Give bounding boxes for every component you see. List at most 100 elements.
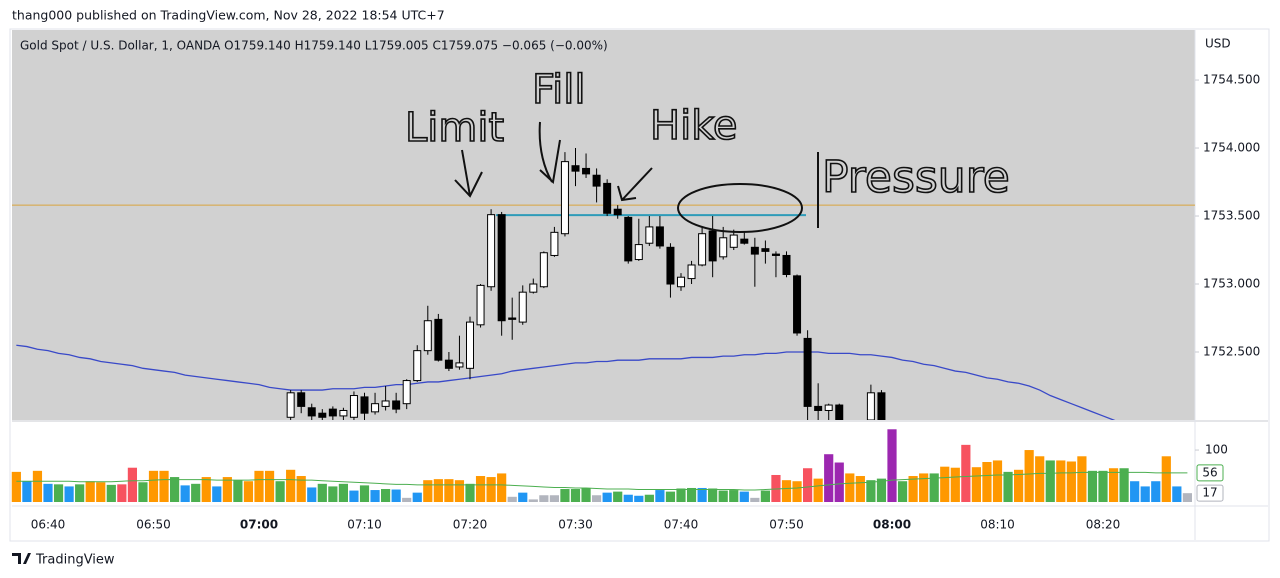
volume-bar: [317, 483, 327, 502]
volume-bar: [887, 429, 897, 502]
candle-body: [719, 237, 728, 258]
annotation-arrow: [617, 167, 653, 202]
candle-body: [835, 404, 844, 420]
candle-body: [729, 234, 738, 248]
volume-bar: [1130, 481, 1140, 502]
volume-bar: [560, 489, 570, 502]
volume-bar: [423, 480, 433, 502]
volume-bar: [1024, 450, 1034, 502]
volume-bar: [697, 487, 707, 502]
volume-bar: [201, 477, 211, 502]
candle-body: [645, 226, 654, 244]
volume-bar: [1119, 468, 1129, 502]
volume-bar: [370, 490, 380, 502]
volume-bar: [729, 490, 739, 502]
volume-bar: [950, 467, 960, 502]
volume-bar: [359, 485, 370, 502]
candle-body: [782, 254, 791, 275]
volume-bar: [739, 491, 749, 502]
annotation-arrow: [454, 149, 483, 198]
volume-bar: [803, 468, 813, 502]
volume-plot: [11, 429, 1192, 502]
candle-body: [698, 233, 707, 266]
volume-bar: [53, 484, 64, 502]
annotation: Fill: [532, 67, 585, 113]
candle-body: [550, 231, 559, 256]
volume-bar: [243, 481, 254, 502]
x-tick-label: 06:40: [31, 518, 66, 532]
volume-bar: [96, 482, 106, 502]
candle-body: [666, 246, 675, 285]
candle-body: [286, 392, 295, 418]
logo-mark: [12, 553, 31, 564]
moving-average: [16, 344, 1116, 420]
volume-bar: [1003, 471, 1013, 502]
volume-bar: [592, 495, 602, 502]
volume-tick-label: 100: [1205, 443, 1228, 457]
candle-body: [307, 407, 316, 417]
volume-bar: [940, 466, 950, 502]
volume-bar: [75, 484, 85, 502]
volume-bar: [32, 470, 43, 502]
volume-bar: [454, 480, 465, 502]
volume-bar: [792, 481, 802, 502]
volume-ma: [16, 471, 1188, 491]
volume-bar: [1035, 456, 1045, 502]
candle-body: [497, 214, 506, 322]
x-tick-label: 08:00: [873, 518, 911, 532]
candle-body: [824, 404, 833, 411]
volume-bar: [475, 476, 486, 502]
annotation: Hike: [650, 103, 738, 149]
candle-body: [444, 359, 453, 369]
volume-bar: [1161, 456, 1171, 502]
volume-bar: [845, 473, 855, 502]
volume-bar: [307, 487, 317, 502]
candle-body: [349, 395, 358, 418]
annotation-circle: [677, 183, 803, 233]
volume-bar: [465, 483, 475, 502]
volume-bar: [328, 486, 338, 502]
volume-bar: [391, 489, 401, 502]
volume-bar: [602, 492, 612, 502]
volume-bar: [834, 462, 844, 502]
candle-body: [539, 252, 548, 288]
volume-bar: [1056, 460, 1066, 502]
volume-bar: [338, 483, 348, 502]
candle-body: [560, 161, 569, 235]
volume-bar: [286, 469, 296, 502]
volume-bar: [866, 480, 876, 502]
candle-body: [371, 403, 380, 413]
candle-body: [487, 214, 496, 288]
volume-bar: [381, 489, 391, 502]
volume-bar: [613, 491, 623, 502]
volume-bar: [982, 462, 992, 502]
candle-body: [740, 238, 749, 244]
candle-body: [529, 283, 538, 293]
publisher-line: thang000 published on TradingView.com, N…: [12, 8, 445, 23]
volume-bar: [275, 481, 285, 502]
volume-bar: [43, 483, 53, 502]
volume-bar: [497, 473, 507, 502]
volume-bar: [824, 454, 834, 502]
candle-body: [655, 226, 664, 247]
candle-body: [455, 362, 464, 368]
volume-bar: [180, 485, 190, 502]
brand: TradingView: [35, 553, 115, 568]
volume-bar: [233, 480, 243, 502]
volume-bar: [296, 476, 306, 502]
candle-body: [677, 276, 685, 288]
volume-bar: [781, 480, 792, 502]
volume-bar: [159, 470, 169, 502]
volume-bar: [138, 482, 148, 502]
volume-bar: [222, 477, 232, 502]
volume-bar: [349, 490, 359, 502]
volume-bar: [992, 460, 1003, 502]
candle-body: [877, 392, 886, 420]
x-tick-label: 07:30: [558, 518, 593, 532]
volume-bar: [971, 467, 981, 502]
volume-bar: [64, 486, 74, 502]
candle-body: [634, 244, 643, 261]
candle-body: [508, 317, 517, 320]
candle-body: [434, 318, 443, 361]
volume-bar: [1151, 481, 1161, 502]
